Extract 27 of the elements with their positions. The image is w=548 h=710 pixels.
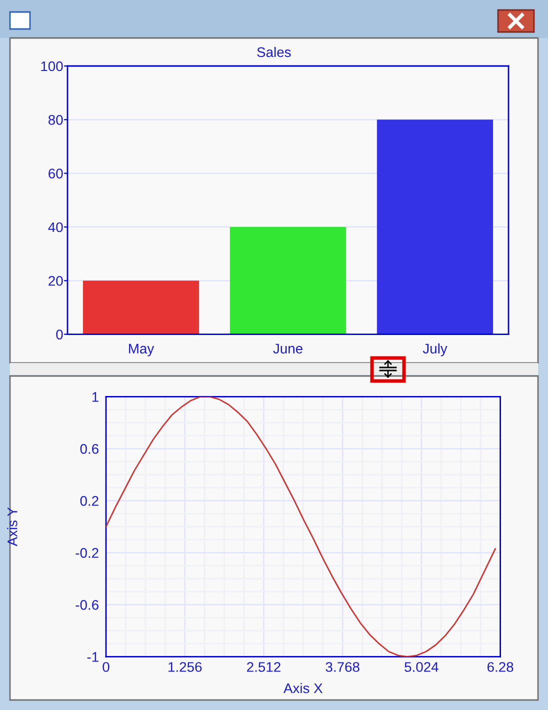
bar xyxy=(82,280,200,334)
y-tick-label: -1 xyxy=(87,652,98,662)
x-tick-label: 3.768 xyxy=(326,662,360,672)
y-tick-label: 0.2 xyxy=(80,496,98,506)
bar xyxy=(376,120,494,334)
y-tick-label: 80 xyxy=(48,114,63,125)
y-tick-label: 100 xyxy=(41,61,63,72)
y-tick-label: -0.2 xyxy=(76,548,98,558)
y-tick-label: 60 xyxy=(48,168,63,178)
x-axis-title: Axis X xyxy=(283,682,323,694)
chart-title: Sales xyxy=(257,46,291,58)
y-tick-label: -0.6 xyxy=(76,600,98,610)
y-tick-label: 20 xyxy=(48,276,63,286)
x-tick-label: 0 xyxy=(102,662,110,672)
x-tick-label: 5.024 xyxy=(404,662,438,672)
bar xyxy=(230,226,346,334)
x-tick-label: June xyxy=(273,344,302,354)
x-tick-label: July xyxy=(422,343,448,356)
y-tick-label: 0 xyxy=(56,330,63,340)
y-tick-label: 0.6 xyxy=(80,444,98,454)
y-axis-title: Axis Y xyxy=(7,507,18,546)
x-tick-label: 2.512 xyxy=(247,662,280,672)
x-tick-label: 1.256 xyxy=(168,662,202,672)
y-tick-label: 1 xyxy=(92,392,98,402)
x-tick-label: May xyxy=(129,344,154,356)
x-tick-label: 6.28 xyxy=(487,662,514,672)
y-tick-label: 40 xyxy=(48,222,63,232)
